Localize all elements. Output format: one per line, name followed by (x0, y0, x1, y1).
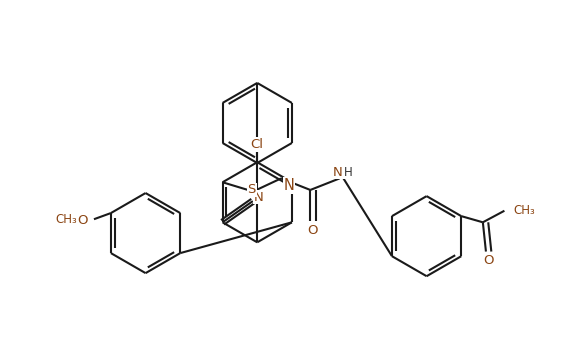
Text: Cl: Cl (250, 138, 264, 151)
Text: N: N (333, 166, 343, 179)
Text: N: N (254, 191, 264, 204)
Text: CH₃: CH₃ (55, 213, 77, 226)
Text: O: O (483, 254, 494, 267)
Text: CH₃: CH₃ (513, 204, 536, 217)
Text: N: N (283, 178, 294, 193)
Text: H: H (344, 166, 352, 179)
Text: S: S (248, 184, 256, 197)
Text: O: O (77, 214, 88, 227)
Text: O: O (307, 224, 318, 237)
